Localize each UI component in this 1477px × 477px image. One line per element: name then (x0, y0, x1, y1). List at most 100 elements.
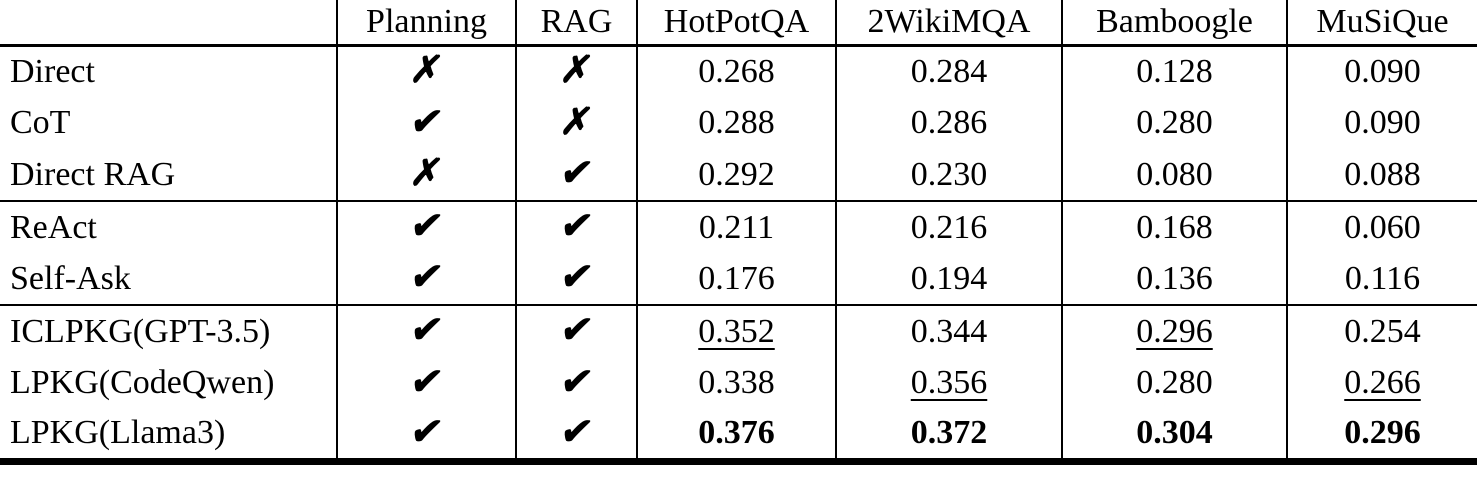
method-column-header (0, 0, 337, 47)
score-cell: 0.376 (636, 409, 836, 461)
score-cell: 0.356 (835, 357, 1062, 409)
score-cell: 0.296 (1061, 304, 1287, 357)
score-cell: 0.168 (1061, 200, 1287, 253)
planning-check-icon: ✔ (336, 200, 516, 253)
check-icon: ✔ (407, 257, 446, 298)
score-cell: 0.296 (1286, 409, 1477, 461)
rag-cross-icon: ✗ (515, 45, 637, 97)
cross-icon: ✗ (557, 50, 596, 92)
score-value: 0.090 (1344, 104, 1421, 141)
check-icon: ✔ (407, 411, 446, 453)
planning-check-icon: ✔ (336, 304, 516, 357)
method-label: LPKG(Llama3) (10, 414, 226, 452)
column-header-2wikimqa: 2WikiMQA (835, 0, 1062, 47)
score-cell: 0.280 (1061, 97, 1287, 149)
column-header-planning: Planning (336, 0, 516, 47)
table-row-lpkg-llama3: LPKG(Llama3) ✔ ✔ 0.376 0.372 0.304 0.296 (0, 409, 1477, 461)
column-header-rag: RAG (515, 0, 637, 47)
score-value: 0.372 (910, 414, 988, 452)
score-cell: 0.288 (636, 97, 836, 149)
cross-icon: ✗ (557, 101, 596, 143)
method-label: Self-Ask (10, 259, 131, 297)
score-value: 0.280 (1136, 364, 1213, 401)
check-icon: ✔ (557, 361, 596, 403)
check-icon: ✔ (407, 361, 446, 403)
header-row: Planning RAG HotPotQA 2WikiMQA Bamboogle MuSi… (0, 0, 1477, 47)
score-cell: 0.230 (835, 149, 1062, 201)
score-value: 0.352 (698, 312, 775, 350)
score-cell: 0.060 (1286, 200, 1477, 253)
rag-check-icon: ✔ (515, 357, 637, 409)
planning-check-icon: ✔ (336, 253, 516, 305)
cross-icon: ✗ (407, 50, 446, 92)
score-value: 0.268 (698, 52, 775, 90)
score-cell: 0.352 (636, 304, 836, 357)
method-label: Direct RAG (10, 155, 176, 193)
score-cell: 0.254 (1286, 304, 1477, 357)
rag-check-icon: ✔ (515, 149, 637, 201)
score-cell: 0.090 (1286, 45, 1477, 97)
score-cell: 0.216 (835, 200, 1062, 253)
score-cell: 0.286 (835, 97, 1062, 149)
score-value: 0.376 (698, 414, 775, 452)
method-label: ICLPKG(GPT-3.5) (0, 304, 337, 357)
table-body: Direct ✗ ✗ 0.268 0.284 0.128 0.090 CoT ✔ ✗ 0.288 0.… (0, 45, 1477, 461)
score-cell: 0.128 (1061, 45, 1287, 97)
table-row-self-ask: Self-Ask ✔ ✔ 0.176 0.194 0.136 0.116 (0, 253, 1477, 305)
score-cell: 0.136 (1061, 253, 1287, 305)
results-table: Planning RAG HotPotQA 2WikiMQA Bamboogle MuSi… (0, 0, 1477, 465)
rag-check-icon: ✔ (515, 253, 637, 305)
score-value: 0.344 (910, 312, 988, 350)
score-value: 0.254 (1344, 312, 1421, 350)
score-value: 0.080 (1136, 155, 1213, 193)
table-row-lpkg-codeqwen: LPKG(CodeQwen) ✔ ✔ 0.338 0.356 0.280 0.266 (0, 357, 1477, 409)
check-icon: ✔ (557, 206, 596, 247)
check-icon: ✔ (557, 310, 596, 351)
score-cell: 0.116 (1286, 253, 1477, 305)
score-value: 0.168 (1136, 208, 1213, 246)
score-cell: 0.211 (636, 200, 836, 253)
score-cell: 0.338 (636, 357, 836, 409)
score-value: 0.176 (698, 259, 775, 297)
column-header-bamboogle: Bamboogle (1061, 0, 1287, 47)
score-cell: 0.268 (636, 45, 836, 97)
planning-cross-icon: ✗ (336, 149, 516, 201)
cross-icon: ✗ (407, 153, 446, 194)
rag-check-icon: ✔ (515, 200, 637, 253)
check-icon: ✔ (557, 411, 596, 453)
score-value: 0.286 (910, 104, 988, 141)
score-value: 0.338 (698, 364, 775, 401)
method-label: ReAct (0, 200, 337, 253)
score-cell: 0.090 (1286, 97, 1477, 149)
rag-check-icon: ✔ (515, 409, 637, 461)
planning-cross-icon: ✗ (336, 45, 516, 97)
score-cell: 0.088 (1286, 149, 1477, 201)
score-value: 0.090 (1344, 52, 1421, 90)
rag-cross-icon: ✗ (515, 97, 637, 149)
score-value: 0.230 (910, 155, 988, 193)
check-icon: ✔ (557, 153, 596, 194)
method-label: LPKG(CodeQwen) (10, 364, 275, 401)
score-value: 0.296 (1136, 312, 1213, 350)
column-header-musique: MuSiQue (1286, 0, 1477, 47)
score-value: 0.304 (1136, 414, 1213, 452)
score-cell: 0.344 (835, 304, 1062, 357)
score-value: 0.116 (1344, 259, 1421, 297)
rag-check-icon: ✔ (515, 304, 637, 357)
score-cell: 0.176 (636, 253, 836, 305)
table-row-direct-rag: Direct RAG ✗ ✔ 0.292 0.230 0.080 0.088 (0, 149, 1477, 201)
planning-check-icon: ✔ (336, 97, 516, 149)
planning-check-icon: ✔ (336, 357, 516, 409)
score-value: 0.128 (1136, 52, 1213, 90)
score-value: 0.356 (910, 364, 988, 401)
planning-check-icon: ✔ (336, 409, 516, 461)
score-value: 0.292 (698, 155, 775, 193)
score-value: 0.284 (910, 52, 988, 90)
score-cell: 0.080 (1061, 149, 1287, 201)
check-icon: ✔ (557, 257, 596, 298)
score-value: 0.088 (1344, 155, 1421, 193)
table-row-react: ReAct ✔ ✔ 0.211 0.216 0.168 0.060 (0, 200, 1477, 253)
score-value: 0.288 (698, 104, 775, 141)
check-icon: ✔ (407, 310, 446, 351)
score-cell: 0.292 (636, 149, 836, 201)
